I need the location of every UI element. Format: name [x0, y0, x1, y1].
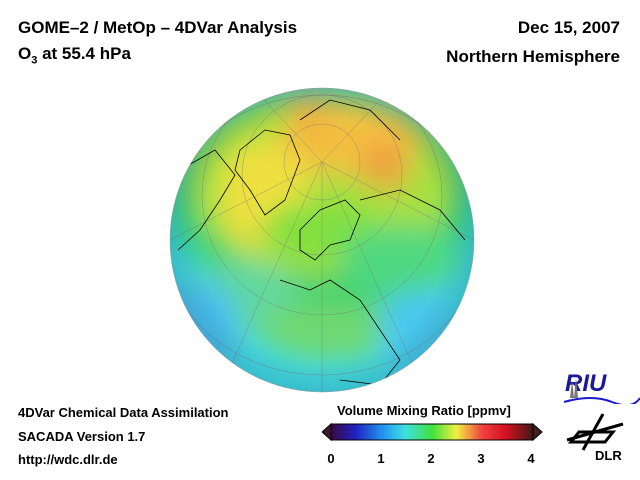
dlr-logo-icon	[566, 413, 624, 451]
colorbar-min-arrow	[322, 423, 332, 442]
map-subtitle: O3 at 55.4 hPa	[18, 44, 131, 66]
colorbar-tick: 3	[477, 451, 485, 466]
colorbar-tick: 1	[377, 451, 385, 466]
footer-link[interactable]: http://wdc.dlr.de	[18, 452, 118, 467]
colorbar-title: Volume Mixing Ratio [ppmv]	[337, 403, 511, 418]
colorbar	[322, 423, 543, 442]
species: O	[18, 44, 32, 63]
map-title: GOME–2 / MetOp – 4DVar Analysis	[18, 18, 298, 37]
species-subscript: 3	[31, 54, 38, 67]
dlr-logo-text: DLR	[595, 448, 622, 463]
colorbar-tick: 4	[527, 451, 535, 466]
date-label: Dec 15, 2007	[517, 18, 620, 37]
riu-logo-mark	[563, 378, 640, 404]
pressure-level: at 55.4 hPa	[37, 44, 131, 63]
colorbar-tick: 0	[327, 451, 335, 466]
colorbar-tick: 2	[427, 451, 435, 466]
colorbar-max-arrow	[532, 423, 543, 442]
footer-line-1: 4DVar Chemical Data Assimilation	[18, 405, 229, 420]
region-label: Northern Hemisphere	[446, 47, 620, 66]
footer-line-2: SACADA Version 1.7	[18, 429, 146, 444]
